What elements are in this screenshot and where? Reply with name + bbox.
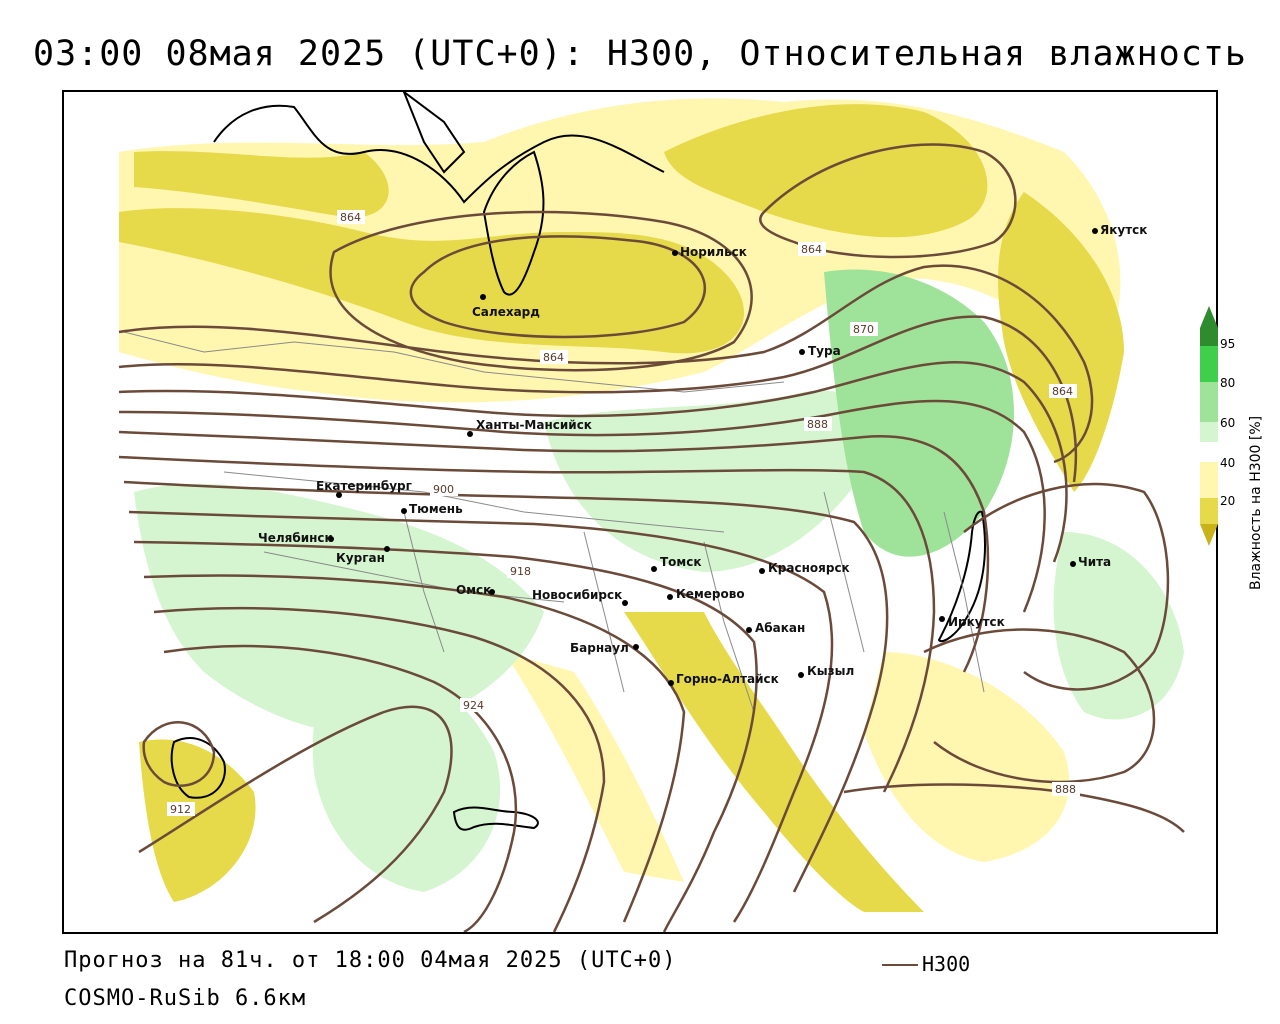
h300-contour xyxy=(118,361,1068,563)
city-kemerovo: Кемерово xyxy=(676,587,745,601)
coastline-yamal xyxy=(482,150,545,296)
city-gorno-altaysk: Горно-Алтайск xyxy=(676,672,779,686)
coastline-north-right xyxy=(402,92,466,174)
dry-zone-northeast xyxy=(664,104,988,238)
h300-contour xyxy=(163,644,518,932)
h300-contour xyxy=(409,235,706,339)
h300-legend-line xyxy=(882,964,918,966)
city-barnaul: Барнаул xyxy=(570,641,629,655)
city-kyzyl: Кызыл xyxy=(807,664,854,678)
moist-zone-south xyxy=(312,652,501,892)
city-chita: Чита xyxy=(1078,555,1111,569)
h300-contour xyxy=(118,264,1094,464)
colorbar-tick: 20 xyxy=(1220,494,1236,508)
city-krasnoyarsk: Красноярск xyxy=(768,561,850,575)
moist-zone-east xyxy=(1053,532,1184,720)
dry-trough-west xyxy=(504,652,684,882)
colorbar-tick: 40 xyxy=(1220,456,1236,470)
h300-contour xyxy=(123,480,889,893)
h300-contour xyxy=(143,574,686,923)
h300-contour xyxy=(759,143,1017,259)
contour-labels: 864 864 864 870 864 888 900 918 924 912 … xyxy=(167,210,1080,816)
contour-label: 912 xyxy=(170,803,191,816)
dry-band-core xyxy=(119,208,744,354)
region-borders xyxy=(123,331,985,713)
contour-label: 864 xyxy=(340,211,361,224)
colorbar-tick: 95 xyxy=(1220,337,1236,351)
city-khanty-mansiysk: Ханты-Мансийск xyxy=(476,418,592,432)
contour-label: 888 xyxy=(1055,783,1076,796)
h300-contour xyxy=(923,628,1156,784)
h300-contour xyxy=(133,540,758,932)
model-name: COSMO-RuSib 6.6км xyxy=(64,986,307,1011)
contour-label: 864 xyxy=(801,243,822,256)
h300-contour xyxy=(142,721,216,787)
h300-contour xyxy=(138,705,453,924)
h300-contour xyxy=(118,430,990,673)
city-irkutsk: Иркутск xyxy=(948,615,1005,629)
h300-contour xyxy=(963,482,1170,691)
map-canvas: 864 864 864 870 864 888 900 918 924 912 … xyxy=(118,92,1189,932)
aral-sea xyxy=(170,737,226,799)
city-yakutsk: Якутск xyxy=(1100,223,1147,237)
contour-label: 864 xyxy=(543,351,564,364)
moist-zone-west xyxy=(134,483,544,734)
contour-label: 918 xyxy=(510,565,531,578)
city-chelyabinsk: Челябинск xyxy=(258,531,333,545)
balkhash-lake xyxy=(452,806,539,831)
map-title: 03:00 08мая 2025 (UTC+0): H300, Относите… xyxy=(33,34,1247,74)
city-novosibirsk: Новосибирск xyxy=(532,588,622,602)
h300-contour xyxy=(118,455,936,793)
city-omsk: Омск xyxy=(456,583,491,597)
colorbar-tick: 60 xyxy=(1220,416,1236,430)
city-abakan: Абакан xyxy=(755,621,805,635)
cities: Якутск Норильск Салехард Тура Ханты-Манс… xyxy=(258,223,1147,686)
city-kurgan: Курган xyxy=(336,551,385,565)
forecast-info: Прогноз на 81ч. от 18:00 04мая 2025 (UTC… xyxy=(64,948,677,973)
h300-legend-label: H300 xyxy=(922,952,971,976)
colorbar-title: Влажность на H300 [%] xyxy=(1248,415,1264,590)
dry-zone-southeast xyxy=(864,652,1070,862)
h300-contour xyxy=(153,606,606,932)
moist-zone-northeast xyxy=(824,269,1014,557)
city-yekaterinburg: Екатеринбург xyxy=(316,479,412,493)
humidity-colorbar xyxy=(1200,306,1218,546)
contour-label: 864 xyxy=(1052,385,1073,398)
contour-label: 900 xyxy=(433,483,454,496)
contour-label: 888 xyxy=(807,418,828,431)
contour-label: 870 xyxy=(853,323,874,336)
colorbar-tick: 80 xyxy=(1220,376,1236,390)
coastline-north xyxy=(213,104,665,204)
contour-label: 924 xyxy=(463,699,484,712)
city-tura: Тура xyxy=(808,344,841,358)
city-norilsk: Норильск xyxy=(680,245,747,259)
h300-contour xyxy=(118,315,1078,483)
dry-zone-southwest xyxy=(139,739,256,902)
h300-contour xyxy=(118,399,1046,613)
city-tyumen: Тюмень xyxy=(409,502,463,516)
city-salekhard: Салехард xyxy=(472,305,540,319)
city-tomsk: Томск xyxy=(660,555,702,569)
dry-zone-east xyxy=(998,192,1124,492)
dry-band-upper xyxy=(134,151,389,218)
dry-trough-south xyxy=(624,612,924,912)
h300-contour xyxy=(128,510,834,923)
humidity-map: 864 864 864 870 864 888 900 918 924 912 … xyxy=(62,90,1218,934)
